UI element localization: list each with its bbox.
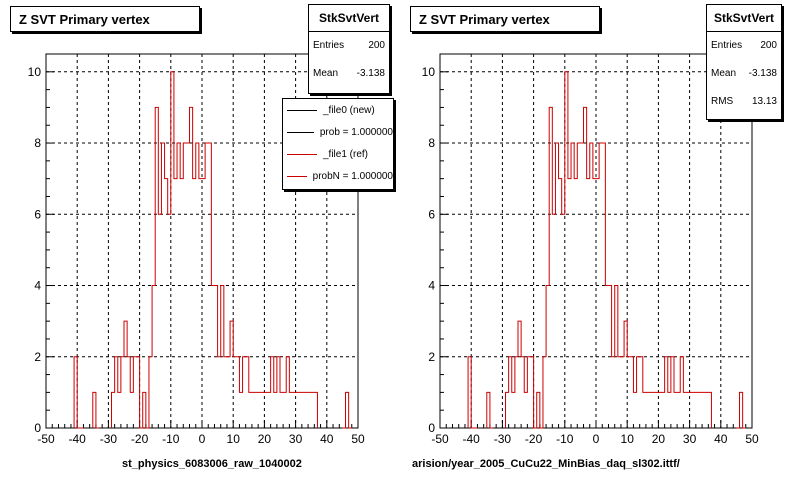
legend-entry: _file0 (new) [283,99,393,121]
legend-label: _file0 (new) [323,104,375,116]
x-tick-label: 10 [227,432,241,446]
right-panel-title: Z SVT Primary vertex [410,6,600,32]
right-x-axis-title: arision/year_2005_CuCu22_MinBias_daq_sl3… [412,458,680,470]
rms-value: 13.13 [751,96,777,107]
x-tick-label: 0 [593,432,600,446]
mean-value: -3.138 [356,68,385,79]
entries-value: 200 [760,40,777,51]
x-tick-label: -50 [431,432,449,446]
x-tick-label: 50 [351,432,365,446]
y-tick-label: 8 [428,136,435,150]
x-tick-label: -10 [556,432,574,446]
x-tick-label: -10 [162,432,180,446]
legend-label: probN = 1.000000 [312,170,393,182]
histogram-series [73,71,352,429]
stats-name: StkSvtVert [309,5,389,32]
x-tick-label: -20 [131,432,149,446]
left-panel-title: Z SVT Primary vertex [10,6,200,32]
legend-box: _file0 (new) prob = 1.000000 _file1 (ref… [282,98,394,190]
x-tick-label: 0 [199,432,206,446]
legend-swatch [287,131,314,133]
mean-value: -3.138 [748,68,777,79]
y-tick-label: 8 [34,136,41,150]
legend-entry: prob = 1.000000 [283,121,393,143]
legend-swatch [287,175,307,177]
x-tick-label: -40 [69,432,87,446]
legend-entry: probN = 1.000000 [283,165,393,187]
legend-label: prob = 1.000000 [319,126,393,138]
entries-label: Entries [313,40,345,51]
y-tick-label: 0 [428,421,435,435]
legend-label: _file1 (ref) [323,148,369,160]
x-tick-label: -30 [494,432,512,446]
right-stats-box: StkSvtVert Entries 200 Mean -3.138 RMS 13.1… [706,4,782,120]
left-x-axis-title: st_physics_6083006_raw_1040002 [122,458,302,470]
legend-entry: _file1 (ref) [283,143,393,165]
x-tick-label: 40 [714,432,728,446]
x-tick-label: 20 [652,432,666,446]
y-tick-label: 2 [34,350,41,364]
entries-value: 200 [368,40,385,51]
y-tick-label: 4 [34,279,41,293]
x-tick-label: -30 [100,432,118,446]
x-tick-label: -50 [37,432,55,446]
x-tick-label: 10 [621,432,635,446]
mean-label: Mean [313,68,339,79]
plot-area: -50 -40 -30 -20 -10 0 10 20 30 40 50 0 2 4 6 8 10 [422,53,759,446]
left-stats-box: StkSvtVert Entries 200 Mean -3.138 [308,4,390,94]
legend-swatch [287,109,317,111]
x-tick-label: -40 [463,432,481,446]
x-tick-label: 20 [258,432,272,446]
y-tick-label: 0 [34,421,41,435]
x-tick-label: 50 [745,432,759,446]
x-tick-label: -20 [525,432,543,446]
x-tick-label: 30 [683,432,697,446]
y-tick-label: 6 [34,207,41,221]
histogram-series [467,71,746,429]
rms-label: RMS [711,96,734,107]
x-tick-label: 30 [289,432,303,446]
x-tick-label: 40 [320,432,334,446]
y-tick-label: 10 [28,65,42,79]
legend-swatch [287,153,317,155]
y-tick-label: 10 [422,65,436,79]
entries-label: Entries [711,40,743,51]
y-tick-label: 2 [428,350,435,364]
stats-name: StkSvtVert [707,5,781,32]
mean-label: Mean [711,68,737,79]
y-tick-label: 4 [428,279,435,293]
y-tick-label: 6 [428,207,435,221]
